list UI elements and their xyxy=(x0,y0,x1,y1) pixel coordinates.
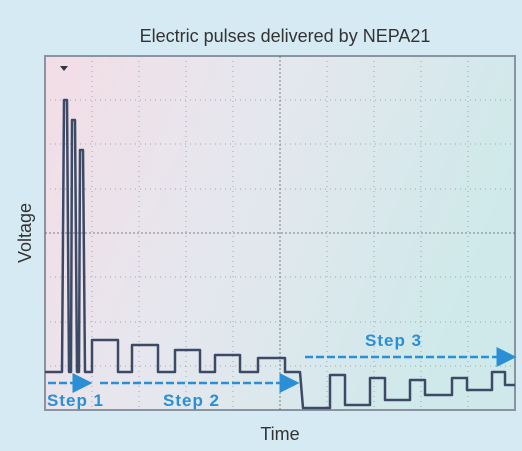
step1-label: Step 1 xyxy=(47,391,104,410)
x-axis-label: Time xyxy=(260,424,299,444)
figure: Electric pulses delivered by NEPA21 Step… xyxy=(0,0,522,451)
step3-label: Step 3 xyxy=(365,331,422,350)
title: Electric pulses delivered by NEPA21 xyxy=(140,26,431,46)
step2-label: Step 2 xyxy=(163,391,220,410)
page: Electric pulses delivered by NEPA21 Step… xyxy=(0,0,522,451)
y-axis-label: Voltage xyxy=(15,203,35,263)
